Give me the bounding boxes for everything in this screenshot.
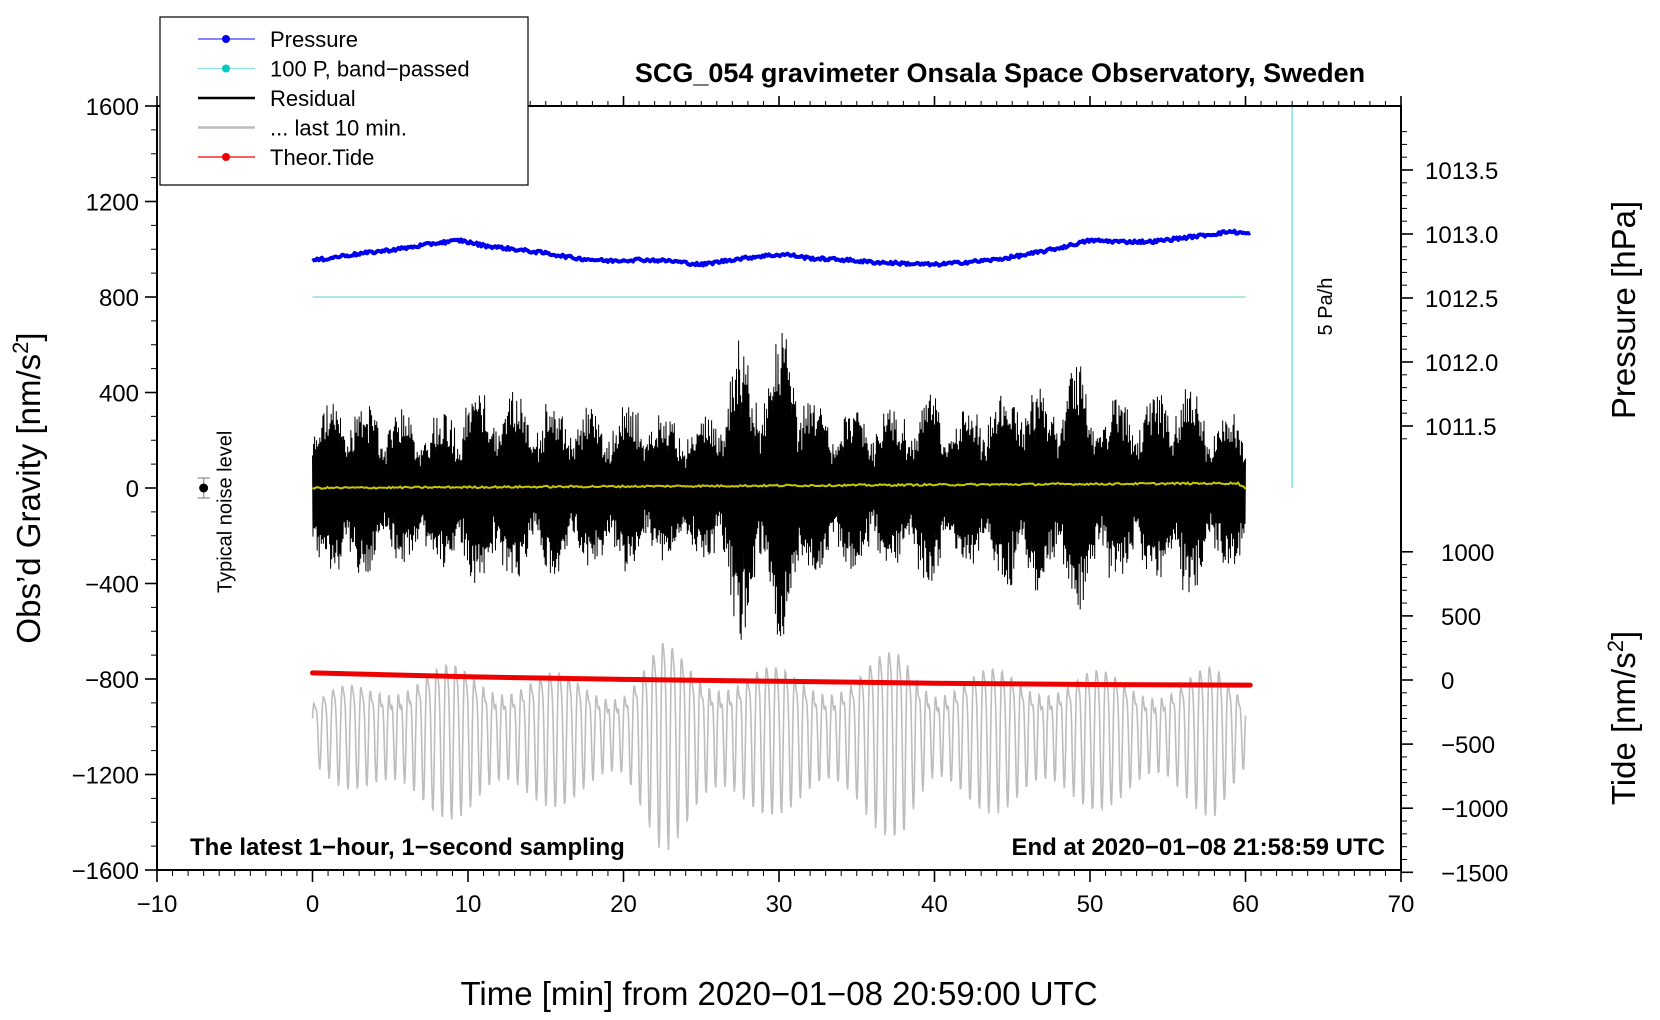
tide-tick-label: 0 <box>1441 668 1454 695</box>
legend-label: 100 P, band−passed <box>270 57 470 82</box>
y-tick-label: −400 <box>85 572 139 599</box>
tide-axis-title-sup: 2 <box>1603 640 1628 652</box>
legend-items: Pressure 100 P, band−passed Residual ... la… <box>198 27 470 170</box>
x-tick-label: 10 <box>455 891 482 918</box>
x-tick-label: 30 <box>766 891 793 918</box>
yellow-line <box>312 481 1247 490</box>
y-tick-label: 0 <box>126 476 139 503</box>
theor-tide-series <box>310 670 1253 688</box>
tide-axis-title: Tide [nm/s2] <box>1603 631 1642 805</box>
pressure-tick-label: 1013.5 <box>1425 158 1498 185</box>
tide-tick-label: 500 <box>1441 604 1481 631</box>
tide-tick-label: 1000 <box>1441 540 1494 567</box>
last-10-min-series <box>311 642 1247 851</box>
noise-level-label: Typical noise level <box>215 431 237 593</box>
y-tick-label: 400 <box>99 381 139 408</box>
legend-label: Residual <box>270 86 356 111</box>
last-10-min-line <box>311 642 1247 851</box>
tide-tick-label: −1500 <box>1441 860 1508 887</box>
axes: −10 0 10 20 30 40 50 60 70 −1600 −1200 −800 −400 0 400… <box>72 94 1509 918</box>
residual-line <box>312 332 1246 640</box>
chart-title: SCG_054 gravimeter Onsala Space Observat… <box>635 58 1365 88</box>
x-tick-label: 20 <box>610 891 637 918</box>
x-tick-label: 0 <box>306 891 319 918</box>
y-tick-label: −1200 <box>72 763 139 790</box>
tide-axis-title-end: ] <box>1605 631 1642 640</box>
pressure-line <box>311 228 1251 268</box>
rate-label: 5 Pa/h <box>1315 278 1337 336</box>
pressure-tick-label: 1011.5 <box>1425 414 1497 441</box>
legend-marker <box>222 153 230 161</box>
x-tick-label: 40 <box>921 891 948 918</box>
tide-tick-label: −500 <box>1441 732 1495 759</box>
y-tick-label: −800 <box>85 667 139 694</box>
legend: Pressure 100 P, band−passed Residual ... la… <box>159 16 529 186</box>
legend-marker <box>222 64 230 73</box>
legend-marker <box>222 35 230 43</box>
left-y-axis-title-sup: 2 <box>8 342 33 354</box>
pressure-tick-label: 1012.5 <box>1425 286 1498 313</box>
y-tick-label: −1600 <box>72 858 139 885</box>
pressure-axis-title: Pressure [hPa] <box>1605 201 1642 419</box>
y-tick-label: 800 <box>99 285 139 312</box>
residual-yellow-trace <box>312 481 1247 490</box>
tide-tick-label: −1000 <box>1441 796 1508 823</box>
sampling-note: The latest 1−hour, 1−second sampling <box>190 834 625 861</box>
legend-label: ... last 10 min. <box>270 116 407 141</box>
x-tick-label: 50 <box>1077 891 1104 918</box>
y-tick-label: 1600 <box>86 94 139 121</box>
pressure-tick-label: 1012.0 <box>1425 350 1498 377</box>
x-tick-label: −10 <box>137 891 178 918</box>
theor-tide-line <box>310 670 1253 688</box>
x-tick-label: 70 <box>1388 891 1415 918</box>
noise-indicator <box>197 477 210 499</box>
y-tick-label: 1200 <box>86 190 139 217</box>
residual-series <box>312 332 1246 640</box>
pressure-series <box>311 228 1251 268</box>
left-y-axis-title-main: Obs’d Gravity [nm/s <box>10 354 47 644</box>
noise-point <box>199 483 209 493</box>
end-time-note: End at 2020−01−08 21:58:59 UTC <box>1011 834 1385 861</box>
x-axis-title: Time [min] from 2020−01−08 20:59:00 UTC <box>460 975 1097 1012</box>
x-tick-label: 60 <box>1232 891 1259 918</box>
tide-axis-title-main: Tide [nm/s <box>1605 652 1642 805</box>
legend-label: Pressure <box>270 27 358 52</box>
left-y-axis-title: Obs’d Gravity [nm/s2] <box>8 332 47 643</box>
left-y-axis-title-end: ] <box>10 332 47 341</box>
legend-label: Theor.Tide <box>270 145 374 170</box>
pressure-tick-label: 1013.0 <box>1425 222 1498 249</box>
